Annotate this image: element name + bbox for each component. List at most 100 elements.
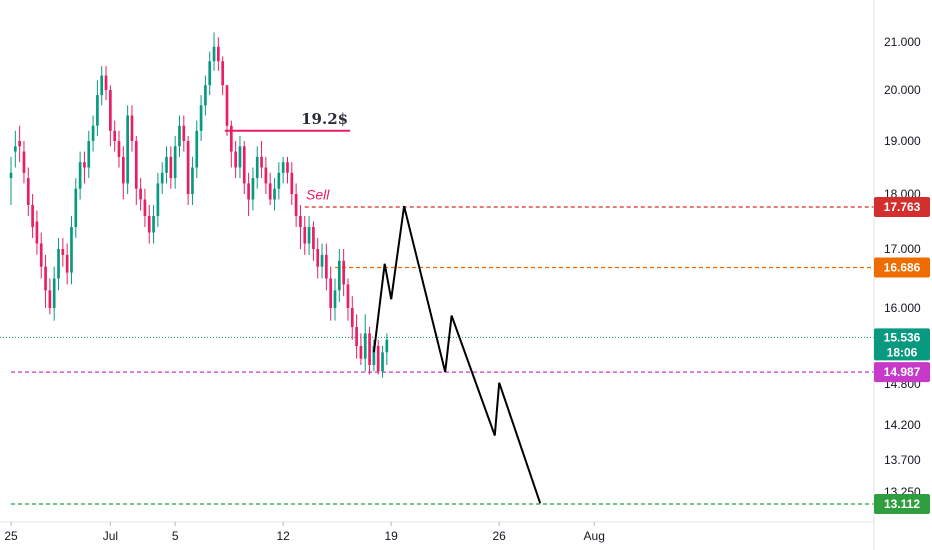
- projection-path-layer: [372, 205, 542, 504]
- candle-body: [329, 278, 333, 308]
- candle-body: [57, 249, 60, 279]
- candle: [204, 75, 207, 116]
- candle: [39, 232, 43, 279]
- candle-body: [160, 172, 164, 184]
- candle: [191, 156, 194, 205]
- candle: [134, 135, 138, 205]
- price-tick-label: 17.000: [884, 242, 921, 256]
- candle: [329, 266, 333, 321]
- price-tag-bg: [874, 494, 930, 514]
- candle: [195, 120, 199, 179]
- candle-body: [169, 156, 173, 179]
- candle-body: [303, 227, 307, 244]
- candle: [208, 51, 212, 96]
- candle-body: [48, 290, 52, 308]
- candle-body: [70, 227, 73, 273]
- candle-body: [139, 188, 142, 200]
- last-price-tag-bg: [874, 328, 930, 361]
- candle-body: [273, 188, 276, 200]
- candle: [91, 115, 95, 152]
- candle-body: [277, 172, 281, 189]
- candle: [346, 278, 350, 321]
- candle-body: [26, 178, 30, 205]
- candle: [147, 205, 151, 244]
- candle-body: [229, 125, 233, 152]
- candle: [294, 183, 298, 227]
- candle: [156, 172, 160, 227]
- candle-body: [113, 130, 117, 141]
- candle-body: [251, 178, 255, 200]
- candle-body: [368, 333, 371, 365]
- candle: [359, 333, 363, 365]
- candle-body: [204, 85, 207, 106]
- candle: [290, 162, 294, 205]
- candle-body: [355, 327, 358, 346]
- candle-body: [342, 260, 345, 285]
- candle: [96, 80, 99, 136]
- candle: [212, 32, 216, 71]
- candle: [350, 296, 354, 340]
- candle-body: [9, 172, 13, 179]
- candle: [247, 172, 250, 216]
- candle: [376, 339, 380, 375]
- candle-body: [13, 146, 17, 152]
- sell-label: Sell: [306, 187, 330, 203]
- candle-body: [39, 243, 43, 267]
- candle-body: [31, 205, 34, 227]
- candle: [333, 278, 337, 321]
- candle-body: [186, 141, 190, 194]
- candle-body: [221, 61, 225, 86]
- time-tick-label: Aug: [584, 529, 605, 543]
- candle: [260, 141, 263, 179]
- candle-body: [173, 146, 177, 179]
- candle-body: [225, 85, 229, 126]
- candle: [61, 238, 65, 267]
- candle: [363, 314, 367, 372]
- candle-body: [242, 146, 246, 184]
- time-tick-label: 26: [492, 529, 506, 543]
- candle: [277, 162, 281, 200]
- candle-body: [74, 188, 78, 227]
- candle: [83, 151, 86, 184]
- candle: [126, 105, 129, 194]
- candle-body: [325, 254, 328, 279]
- candle: [251, 167, 255, 211]
- candle: [160, 162, 164, 194]
- time-tick-label: 12: [276, 529, 290, 543]
- candle-body: [130, 115, 134, 141]
- candle-body: [217, 46, 220, 62]
- time-axis[interactable]: 25 Jul 5 12 19 26 Aug: [0, 521, 874, 543]
- candle-body: [78, 162, 82, 189]
- candle-body: [372, 346, 376, 365]
- candle: [178, 115, 181, 157]
- candle: [18, 125, 21, 163]
- candle: [368, 327, 371, 375]
- candle: [242, 141, 246, 194]
- candle: [268, 172, 272, 205]
- candle: [255, 146, 259, 189]
- candle: [173, 135, 177, 189]
- candle: [52, 266, 56, 321]
- candle: [9, 156, 13, 205]
- candle: [78, 151, 82, 200]
- candle: [121, 146, 125, 200]
- candle: [152, 205, 155, 244]
- price-tag-text: 14.987: [884, 365, 921, 379]
- projection-path: [372, 205, 542, 504]
- candle: [13, 130, 17, 168]
- candle-body: [346, 284, 350, 308]
- candle-body: [307, 227, 311, 244]
- target-label: 19.2$: [301, 110, 348, 128]
- candle: [229, 120, 233, 168]
- price-tag-bg: [874, 257, 930, 278]
- candle: [307, 216, 311, 255]
- candle-body: [260, 156, 263, 168]
- candle: [221, 56, 225, 96]
- candle-body: [247, 183, 250, 200]
- candle: [113, 120, 117, 152]
- candle-body: [96, 95, 99, 126]
- candle-body: [255, 156, 259, 179]
